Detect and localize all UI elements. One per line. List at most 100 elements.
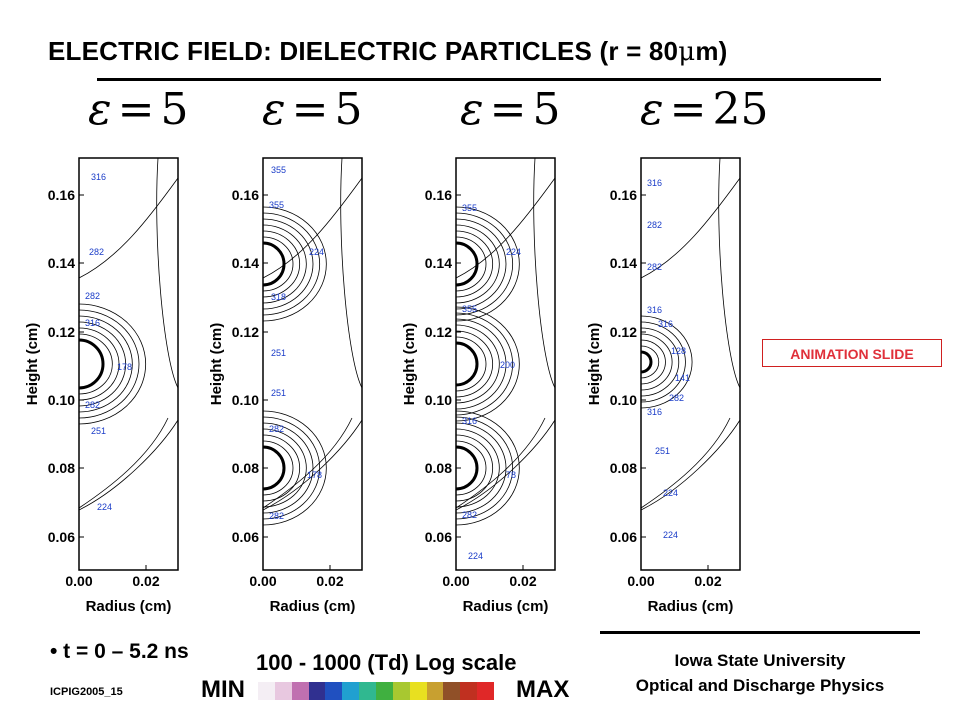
contour-value-label: 316 xyxy=(647,178,662,188)
y-tick-label: 0.16 xyxy=(232,187,259,203)
field-contour xyxy=(78,315,133,413)
y-tick-label: 0.06 xyxy=(610,529,637,545)
contour-value-label: 224 xyxy=(663,530,678,540)
contour-value-label: 282 xyxy=(647,262,662,272)
epsilon-label-1: ε = 5 xyxy=(88,84,189,135)
colorscale-max-label: MAX xyxy=(516,676,570,703)
field-contour xyxy=(262,419,363,511)
contour-value-label: 224 xyxy=(506,247,521,257)
field-contour xyxy=(455,419,556,511)
x-tick-label: 0.02 xyxy=(132,573,159,589)
x-axis-label: Radius (cm) xyxy=(270,598,356,615)
field-contour xyxy=(340,157,363,389)
field-contour xyxy=(455,417,546,509)
x-tick-label: 0.00 xyxy=(442,573,469,589)
contour-value-label: 316 xyxy=(647,305,662,315)
contour-value-label: 316 xyxy=(658,319,673,329)
colorscale-swatch xyxy=(274,682,292,700)
y-tick-label: 0.08 xyxy=(425,460,452,476)
field-contour xyxy=(455,324,500,404)
y-tick-label: 0.06 xyxy=(48,529,75,545)
colorscale-swatch xyxy=(409,682,427,700)
x-tick-label: 0.02 xyxy=(509,573,536,589)
colorscale-swatch xyxy=(258,682,275,700)
field-contour xyxy=(156,157,179,389)
contour-value-label: 251 xyxy=(271,348,286,358)
plot-panel-2: 355 355 224 318 251 251 282 178 282 0.16 0.14 0.12 0… xyxy=(208,157,363,615)
title-underline xyxy=(97,78,881,81)
field-contour xyxy=(78,419,179,511)
colorscale-swatch xyxy=(443,682,461,700)
x-axis-label: Radius (cm) xyxy=(648,598,734,615)
x-axis-label: Radius (cm) xyxy=(86,598,172,615)
field-contour xyxy=(455,336,487,392)
field-contour xyxy=(78,309,140,419)
particle-boundary xyxy=(262,241,286,287)
y-axis-label: Height (cm) xyxy=(586,323,603,406)
contour-value-label: 251 xyxy=(91,426,106,436)
colorscale-swatch xyxy=(291,682,309,700)
contour-value-label: 355 xyxy=(462,203,477,213)
field-contour xyxy=(455,416,513,520)
x-axis-label: Radius (cm) xyxy=(463,598,549,615)
field-contour xyxy=(718,157,741,389)
animation-slide-badge: ANIMATION SLIDE xyxy=(762,339,942,367)
field-contour xyxy=(455,177,556,279)
y-tick-label: 0.16 xyxy=(610,187,637,203)
field-contour xyxy=(262,410,327,526)
university-name: Iowa State University xyxy=(674,651,846,670)
y-tick-label: 0.10 xyxy=(48,392,75,408)
contour-value-label: 224 xyxy=(309,247,324,257)
contour-value-label: 128 xyxy=(671,346,686,356)
colorscale-swatch xyxy=(477,682,495,700)
field-contour xyxy=(455,224,500,304)
x-tick-label: 0.00 xyxy=(627,573,654,589)
y-tick-label: 0.12 xyxy=(425,324,452,340)
field-contour xyxy=(455,212,513,316)
particle-boundary xyxy=(455,341,479,387)
contour-value-label: 224 xyxy=(97,502,112,512)
colorscale-swatch xyxy=(460,682,478,700)
contour-value-label: 355 xyxy=(271,165,286,175)
colorscale-min-label: MIN xyxy=(201,676,245,703)
particle-boundary xyxy=(455,241,479,287)
x-tick-label: 0.02 xyxy=(694,573,721,589)
y-tick-label: 0.08 xyxy=(610,460,637,476)
field-contour xyxy=(262,218,314,310)
contour-value-label: 78 xyxy=(506,470,516,480)
y-tick-label: 0.08 xyxy=(48,460,75,476)
field-contour xyxy=(455,218,507,310)
y-tick-label: 0.16 xyxy=(48,187,75,203)
field-contour xyxy=(78,321,127,407)
particle-boundary xyxy=(640,350,653,374)
slide-id: ICPIG2005_15 xyxy=(50,686,123,698)
y-tick-label: 0.08 xyxy=(232,460,259,476)
field-contour xyxy=(640,327,680,397)
particle-boundary xyxy=(262,445,286,491)
contour-value-label: 316 xyxy=(91,172,106,182)
contour-value-label: 316 xyxy=(462,416,477,426)
y-tick-label: 0.12 xyxy=(232,324,259,340)
field-contour xyxy=(262,416,320,520)
colorscale-swatch xyxy=(342,682,360,700)
y-tick-label: 0.14 xyxy=(425,255,452,271)
contour-value-label: 282 xyxy=(85,400,100,410)
field-contour xyxy=(262,422,314,514)
field-contour xyxy=(455,318,507,410)
field-contour xyxy=(262,434,300,502)
contour-value-label: 224 xyxy=(468,551,483,561)
group-name: Optical and Discharge Physics xyxy=(635,676,885,695)
plot-panel-3: 355 224 355 200 316 78 282 224 0.16 0.14 0.12 0.10 0… xyxy=(401,157,556,615)
field-contour xyxy=(640,177,741,279)
colorscale-swatch xyxy=(308,682,326,700)
time-range-bullet: • t = 0 – 5.2 ns xyxy=(50,640,189,663)
contour-value-label: 178 xyxy=(307,470,322,480)
field-contour xyxy=(640,345,660,379)
field-contour xyxy=(262,206,327,322)
plot-panel-1: 316 282 282 316 178 282 251 224 0.16 0.14 0.12 0.10… xyxy=(24,157,179,615)
contour-value-label: 251 xyxy=(655,446,670,456)
y-tick-label: 0.10 xyxy=(610,392,637,408)
particle-boundary xyxy=(455,445,479,491)
x-tick-label: 0.00 xyxy=(65,573,92,589)
field-contour xyxy=(78,327,120,401)
